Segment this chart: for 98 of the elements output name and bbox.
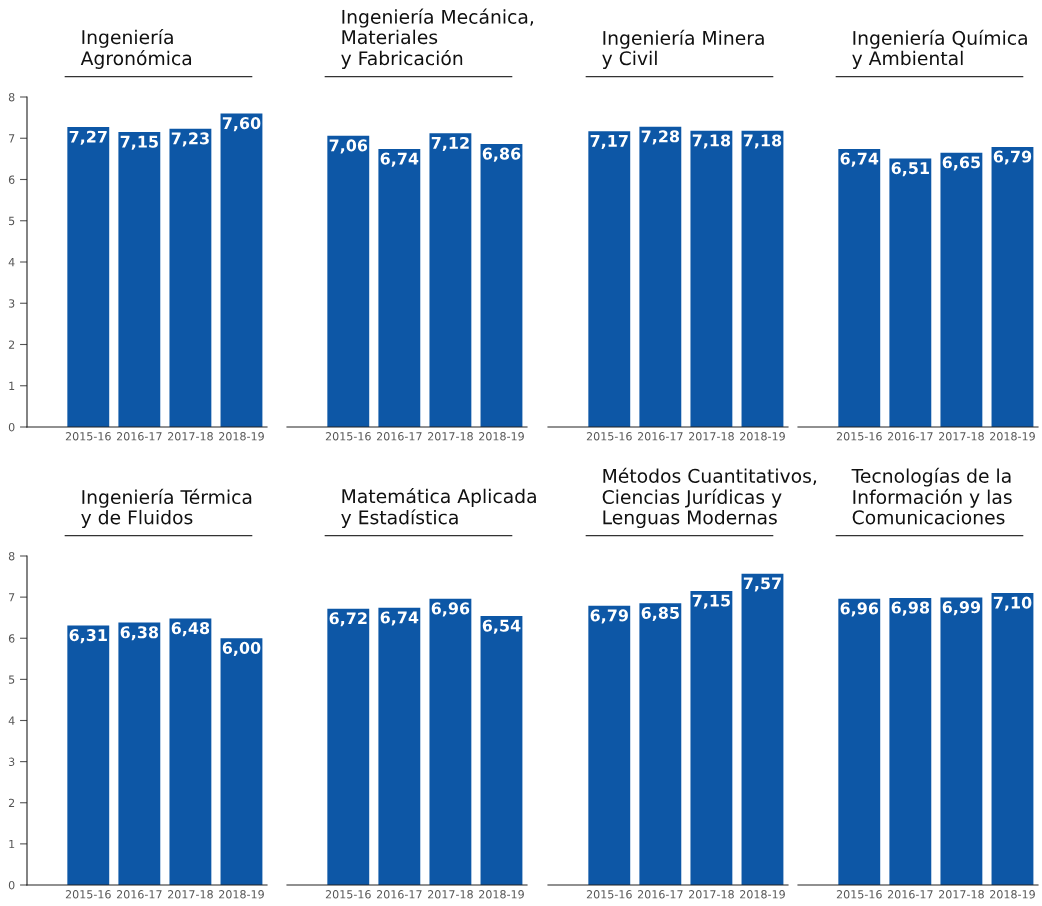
bar xyxy=(327,135,370,427)
data-label: 6,54 xyxy=(482,619,521,634)
x-tick-label: 2016-17 xyxy=(887,432,933,441)
data-label: 6,65 xyxy=(942,156,980,171)
data-label: 7,18 xyxy=(743,134,782,149)
x-tick-label: 2016-17 xyxy=(376,432,422,441)
x-tick-label: 2016-17 xyxy=(637,432,683,441)
x-tick-label: 2017-18 xyxy=(939,432,984,441)
x-tick-label: 2015-16 xyxy=(325,432,371,441)
chart-title: Ingeniería Agronómica xyxy=(80,28,192,69)
data-label: 6,72 xyxy=(329,612,367,627)
x-tick-label: 2015-16 xyxy=(65,890,111,899)
x-tick-label: 2016-17 xyxy=(637,890,683,899)
x-tick-label: 2015-16 xyxy=(836,432,882,441)
y-tick-label: 0 xyxy=(8,422,15,432)
y-tick-label: 4 xyxy=(8,716,15,725)
bar xyxy=(429,133,472,427)
x-tick-label: 2015-16 xyxy=(586,890,632,899)
x-tick-label: 2015-16 xyxy=(65,432,111,441)
x-tick-label: 2018-19 xyxy=(219,890,264,899)
data-label: 7,10 xyxy=(993,596,1032,611)
y-tick-label: 2 xyxy=(8,798,15,807)
x-tick-label: 2015-16 xyxy=(325,890,371,899)
y-tick-label: 6 xyxy=(8,634,15,643)
data-label: 6,96 xyxy=(840,602,879,617)
x-tick-label: 2016-17 xyxy=(116,432,162,441)
chart-title: Ingeniería Minera y Civil xyxy=(602,29,764,69)
data-label: 7,28 xyxy=(641,130,680,145)
chart-title: Matemática Aplicada y Estadística xyxy=(341,487,536,529)
x-tick-label: 2016-17 xyxy=(887,890,933,899)
x-tick-label: 2018-19 xyxy=(990,432,1035,441)
y-tick-label: 7 xyxy=(9,134,15,143)
data-label: 6,79 xyxy=(993,150,1032,165)
x-tick-label: 2016-17 xyxy=(116,890,162,899)
x-tick-label: 2018-19 xyxy=(740,890,785,899)
data-label: 7,15 xyxy=(692,594,730,609)
data-label: 6,38 xyxy=(120,626,159,641)
chart-title: Ingeniería Térmica y de Fluidos xyxy=(81,488,252,529)
x-tick-label: 2017-18 xyxy=(168,890,213,899)
bar xyxy=(741,573,784,885)
x-tick-label: 2017-18 xyxy=(939,890,984,899)
chart-title: Ingeniería Mecánica, Materiales y Fabricación xyxy=(341,8,533,69)
y-tick-label: 0 xyxy=(8,880,15,890)
x-tick-label: 2015-16 xyxy=(836,890,882,899)
data-label: 7,17 xyxy=(590,135,628,149)
data-label: 6,74 xyxy=(380,152,419,167)
data-label: 7,27 xyxy=(69,130,107,145)
bar xyxy=(639,603,682,885)
data-label: 7,18 xyxy=(692,134,731,149)
x-tick-label: 2017-18 xyxy=(428,890,473,899)
y-tick-label: 6 xyxy=(8,175,15,184)
chart-title: Tecnologías de la Información y las Comunicaciones xyxy=(851,467,1012,525)
y-tick-label: 7 xyxy=(9,593,15,602)
x-tick-label: 2016-17 xyxy=(376,890,422,899)
bar xyxy=(480,144,523,427)
data-label: 7,12 xyxy=(431,136,469,151)
data-label: 6,00 xyxy=(222,641,261,656)
y-tick-label: 8 xyxy=(8,551,15,561)
y-tick-label: 3 xyxy=(8,299,15,308)
y-tick-label: 2 xyxy=(8,340,15,349)
x-tick-label: 2018-19 xyxy=(479,890,524,899)
chart-title: Métodos Cuantitativos, Ciencias Jurídicas y Lenguas Modernas xyxy=(602,467,817,529)
data-label: 7,60 xyxy=(222,117,261,132)
chart-title: Ingeniería Química y Ambiental xyxy=(852,29,1027,69)
y-tick-label: 5 xyxy=(8,675,15,684)
data-label: 7,23 xyxy=(171,132,209,147)
data-label: 6,48 xyxy=(171,622,210,637)
y-tick-label: 1 xyxy=(9,381,15,390)
data-label: 7,15 xyxy=(120,135,158,150)
x-tick-label: 2015-16 xyxy=(586,432,632,441)
data-label: 6,74 xyxy=(380,611,419,626)
x-tick-label: 2017-18 xyxy=(168,432,213,441)
x-tick-label: 2018-19 xyxy=(990,890,1035,899)
x-tick-label: 2017-18 xyxy=(428,432,473,441)
data-label: 6,74 xyxy=(840,152,879,167)
bar xyxy=(588,605,631,885)
data-label: 6,85 xyxy=(641,606,679,621)
y-tick-label: 5 xyxy=(8,216,15,226)
data-label: 6,98 xyxy=(891,601,930,616)
bar xyxy=(690,590,733,885)
data-label: 6,96 xyxy=(431,602,470,617)
y-tick-label: 1 xyxy=(9,840,15,849)
y-tick-label: 4 xyxy=(8,258,15,267)
x-tick-label: 2017-18 xyxy=(689,890,734,899)
x-tick-label: 2018-19 xyxy=(740,432,785,441)
data-label: 6,99 xyxy=(942,601,981,616)
data-label: 7,57 xyxy=(743,577,781,592)
data-label: 7,06 xyxy=(329,139,368,154)
x-tick-label: 2017-18 xyxy=(689,432,734,441)
y-tick-label: 3 xyxy=(8,757,15,766)
x-tick-label: 2018-19 xyxy=(219,432,264,441)
bar xyxy=(378,148,421,427)
x-tick-label: 2018-19 xyxy=(479,432,524,441)
y-tick-label: 8 xyxy=(8,92,15,102)
data-label: 6,51 xyxy=(891,162,929,177)
data-label: 6,31 xyxy=(69,629,107,644)
data-label: 6,79 xyxy=(590,609,628,624)
data-label: 6,86 xyxy=(482,147,521,162)
